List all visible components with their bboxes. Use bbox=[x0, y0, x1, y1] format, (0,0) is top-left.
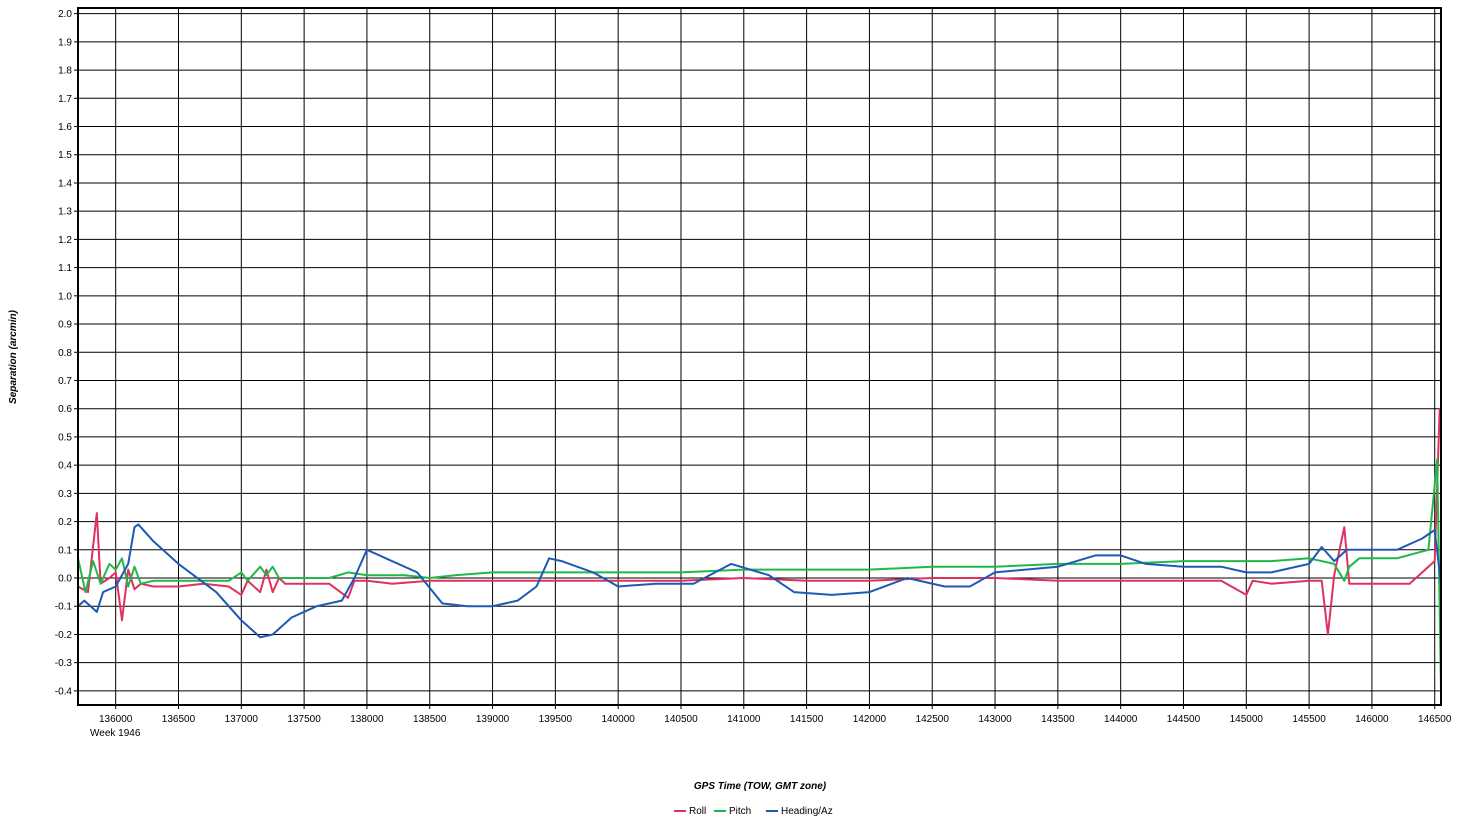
y-tick-label: 2.0 bbox=[58, 9, 72, 20]
y-tick-label: 1.9 bbox=[58, 37, 72, 48]
x-tick-label: 137500 bbox=[287, 714, 321, 725]
legend: Roll Pitch Heading/Az bbox=[674, 806, 833, 817]
series-lines bbox=[77, 408, 1442, 691]
y-tick-label: 0.1 bbox=[58, 545, 72, 556]
x-tick-label: 141000 bbox=[727, 714, 761, 725]
y-tick-label: 0.4 bbox=[58, 461, 72, 472]
y-tick-label: 0.6 bbox=[58, 404, 72, 415]
y-tick-label: -0.3 bbox=[55, 658, 73, 669]
y-tick-label: -0.2 bbox=[55, 630, 73, 641]
y-tick-label: 1.2 bbox=[58, 235, 72, 246]
legend-label-pitch: Pitch bbox=[729, 806, 751, 817]
x-tick-label: 146500 bbox=[1418, 714, 1452, 725]
y-tick-label: -0.4 bbox=[55, 686, 73, 697]
y-tick-label: 0.2 bbox=[58, 517, 72, 528]
x-tick-label: 143500 bbox=[1041, 714, 1075, 725]
x-axis-sublabel: Week 1946 bbox=[90, 728, 141, 739]
x-tick-label: 145000 bbox=[1230, 714, 1264, 725]
y-tick-label: 0.8 bbox=[58, 348, 72, 359]
x-tick-label: 146000 bbox=[1355, 714, 1389, 725]
x-tick-label: 137000 bbox=[225, 714, 259, 725]
y-tick-label: 0.9 bbox=[58, 320, 72, 331]
x-tick-label: 142000 bbox=[853, 714, 887, 725]
x-tick-label: 140000 bbox=[601, 714, 635, 725]
legend-item-heading[interactable]: Heading/Az bbox=[766, 806, 833, 817]
x-tick-label: 142500 bbox=[916, 714, 950, 725]
x-tick-label: 139000 bbox=[476, 714, 510, 725]
series-line-pitch bbox=[77, 458, 1442, 691]
y-tick-label: 1.1 bbox=[58, 263, 72, 274]
x-tick-label: 138500 bbox=[413, 714, 447, 725]
y-tick-label: 1.0 bbox=[58, 291, 72, 302]
x-tick-label: 144000 bbox=[1104, 714, 1138, 725]
series-line-heading-az bbox=[77, 523, 1442, 639]
x-tick-label: 145500 bbox=[1292, 714, 1326, 725]
x-tick-label: 136500 bbox=[162, 714, 196, 725]
grid bbox=[78, 8, 1441, 705]
x-tick-label: 144500 bbox=[1167, 714, 1201, 725]
y-tick-label: 0.3 bbox=[58, 489, 72, 500]
y-tick-label: 1.6 bbox=[58, 122, 72, 133]
x-tick-label: 139500 bbox=[539, 714, 573, 725]
x-tick-label: 143000 bbox=[978, 714, 1012, 725]
y-tick-label: -0.1 bbox=[55, 602, 73, 613]
y-axis-title: Separation (arcmin) bbox=[8, 309, 19, 404]
y-tick-label: 1.7 bbox=[58, 94, 72, 105]
y-tick-label: 0.7 bbox=[58, 376, 72, 387]
legend-item-pitch[interactable]: Pitch bbox=[714, 806, 751, 817]
x-axis-title: GPS Time (TOW, GMT zone) bbox=[694, 781, 827, 792]
y-tick-label: 0.5 bbox=[58, 432, 72, 443]
x-tick-label: 140500 bbox=[664, 714, 698, 725]
x-tick-label: 136000 bbox=[99, 714, 133, 725]
legend-label-heading: Heading/Az bbox=[781, 806, 833, 817]
y-tick-label: 1.8 bbox=[58, 66, 72, 77]
x-tick-label: 138000 bbox=[350, 714, 384, 725]
legend-label-roll: Roll bbox=[689, 806, 706, 817]
x-axis-ticks: 136000 136500 137000 137500 138000 138500 1390… bbox=[99, 705, 1452, 725]
y-tick-label: 0.0 bbox=[58, 574, 72, 585]
y-tick-label: 1.4 bbox=[58, 178, 72, 189]
y-tick-label: 1.3 bbox=[58, 207, 72, 218]
x-tick-label: 141500 bbox=[790, 714, 824, 725]
plot-frame bbox=[77, 7, 1442, 706]
legend-item-roll[interactable]: Roll bbox=[674, 806, 706, 817]
y-tick-label: 1.5 bbox=[58, 150, 72, 161]
y-axis-ticks: 2.0 1.9 1.8 1.7 1.6 1.5 1.4 1.3 1.2 1.1 1.0 0.9 0.8 0… bbox=[55, 9, 78, 697]
